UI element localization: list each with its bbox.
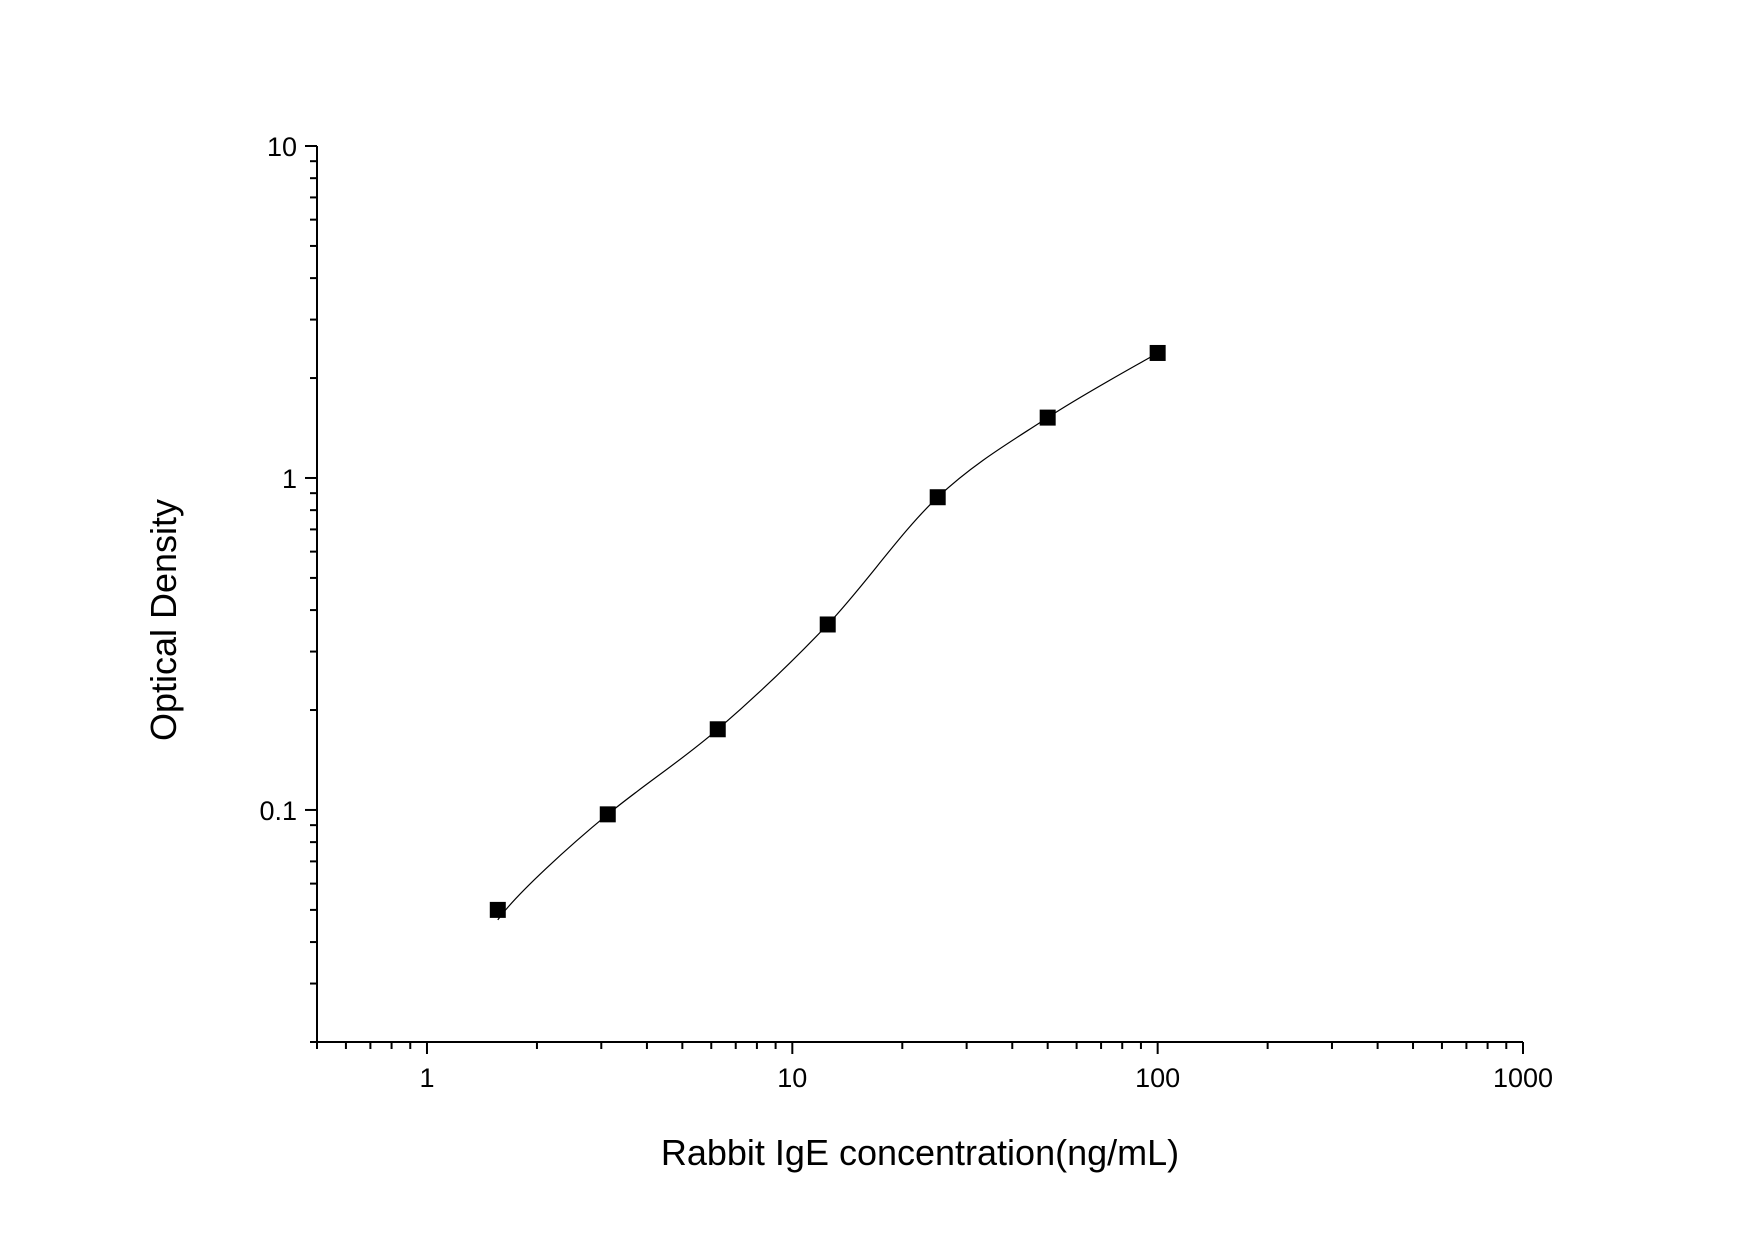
fit-curve (497, 352, 1158, 921)
data-point (489, 901, 506, 918)
data-point (1039, 409, 1056, 426)
y-tick-label: 1 (282, 464, 297, 494)
data-point (709, 721, 726, 738)
data-point (929, 489, 946, 506)
data-point (819, 616, 836, 633)
x-tick-label: 10 (777, 1063, 807, 1093)
axes (316, 146, 1523, 1043)
data-point (599, 806, 616, 823)
y-tick-label: 0.1 (259, 796, 297, 826)
ticks (305, 145, 1524, 1054)
data-points (489, 344, 1166, 918)
x-tick-label: 100 (1135, 1063, 1180, 1093)
tick-labels: 1 10 100 1000 0.1 1 10 (259, 132, 1553, 1093)
data-point (1149, 344, 1166, 361)
x-tick-label: 1 (419, 1063, 434, 1093)
y-axis-title: Optical Density (143, 499, 184, 741)
fit-curve-group (497, 352, 1158, 921)
x-axis-title: Rabbit IgE concentration(ng/mL) (661, 1132, 1179, 1173)
x-tick-label: 1000 (1493, 1063, 1553, 1093)
y-tick-label: 10 (267, 132, 297, 162)
